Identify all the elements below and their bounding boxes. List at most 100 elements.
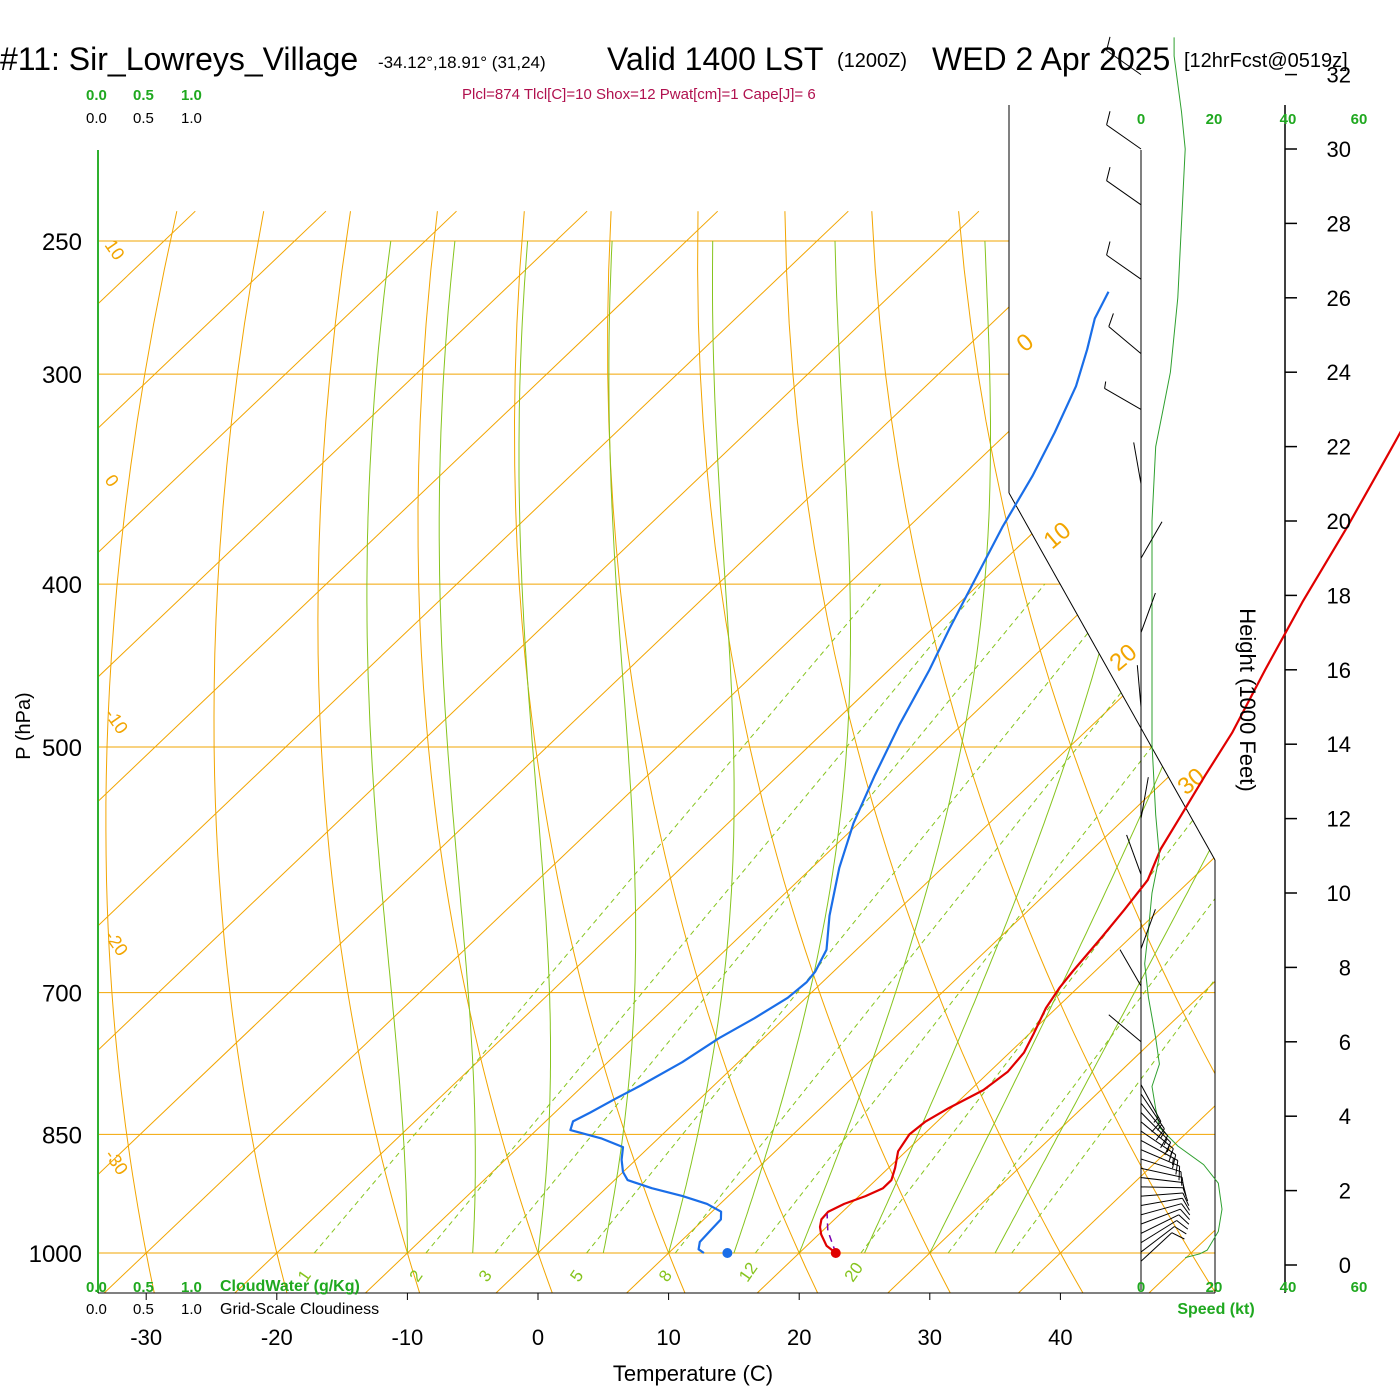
height-tick-label: 12 bbox=[1327, 807, 1351, 832]
isotherm-line bbox=[98, 210, 980, 1293]
wind-barb bbox=[1140, 777, 1149, 819]
zulu-time: (1200Z) bbox=[837, 50, 907, 72]
potential-temperature-label: 10 bbox=[101, 236, 129, 264]
x-tick-label: 30 bbox=[918, 1325, 942, 1350]
wind-barb-staff bbox=[1140, 1197, 1183, 1206]
wind-barb-flag bbox=[1172, 1158, 1174, 1166]
height-tick-label: 0 bbox=[1339, 1253, 1351, 1278]
pressure-tick-label: 1000 bbox=[29, 1241, 82, 1268]
cloudiness-label: Grid-Scale Cloudiness bbox=[220, 1301, 379, 1318]
speed-tick-top: 40 bbox=[1280, 111, 1297, 128]
pressure-tick-label: 300 bbox=[42, 362, 82, 389]
wind-barb-flag bbox=[1153, 1116, 1159, 1123]
isotherm-line bbox=[98, 210, 849, 1293]
isotherm-line bbox=[986, 210, 1215, 1293]
cloudwater-label: CloudWater (g/Kg) bbox=[220, 1278, 360, 1295]
wind-barb-flag bbox=[1151, 1121, 1162, 1133]
wind-barb-flag bbox=[1160, 1135, 1169, 1149]
valid-date: WED 2 Apr 2025 bbox=[932, 41, 1170, 77]
wind-barb bbox=[1133, 442, 1142, 484]
wind-barb-staff bbox=[1140, 1167, 1183, 1178]
wind-barb bbox=[1140, 1192, 1190, 1206]
x-tick-label: 0 bbox=[532, 1325, 544, 1350]
dry-adiabat-line bbox=[317, 211, 430, 1293]
wind-barb-flag bbox=[1181, 1177, 1185, 1192]
moist-adiabat-line bbox=[929, 240, 1215, 1254]
wind-barb-staff bbox=[1104, 387, 1142, 410]
wind-barb-flag bbox=[1163, 1138, 1168, 1146]
height-tick-label: 8 bbox=[1339, 955, 1351, 980]
wind-barb bbox=[1104, 381, 1142, 410]
potential-temperature-label: 0 bbox=[101, 471, 123, 491]
x-tick-label: 10 bbox=[656, 1325, 680, 1350]
wind-barb-flag bbox=[1108, 313, 1114, 327]
mixing-ratio-label: 8 bbox=[655, 1267, 676, 1286]
wind-barb-staff bbox=[1140, 1220, 1177, 1244]
wind-barb-staff bbox=[1140, 1177, 1183, 1183]
mixing-ratio-line bbox=[586, 583, 1128, 1254]
dry-adiabat-line bbox=[871, 211, 1215, 1293]
wind-barb-staff bbox=[1108, 326, 1142, 354]
wind-barb bbox=[1108, 1014, 1142, 1043]
dry-adiabat-line bbox=[1131, 211, 1215, 1293]
wind-barb-staff bbox=[1140, 909, 1156, 949]
wind-barb-staff bbox=[1126, 834, 1142, 875]
wind-barb bbox=[1140, 592, 1156, 633]
cloud-tick-black-bottom: 0.5 bbox=[133, 1301, 154, 1318]
wind-barb-flag bbox=[1175, 1160, 1179, 1175]
height-tick-label: 18 bbox=[1327, 583, 1351, 608]
mixing-ratio-label: 5 bbox=[566, 1267, 587, 1286]
cloud-tick-black-bottom: 1.0 bbox=[181, 1301, 202, 1318]
wind-barb-staff bbox=[1140, 1102, 1168, 1137]
wind-barb-staff bbox=[1119, 949, 1142, 987]
x-tick-label: 40 bbox=[1048, 1325, 1072, 1350]
wind-barb-staff bbox=[1140, 1139, 1179, 1161]
isotherm-label: 10 bbox=[1039, 517, 1077, 555]
isotherm-line bbox=[464, 210, 1215, 1293]
moist-adiabat-line bbox=[798, 240, 991, 1254]
speed-tick-top: 20 bbox=[1206, 111, 1223, 128]
isotherm-line bbox=[725, 210, 1215, 1293]
mixing-ratio-label: 20 bbox=[841, 1259, 867, 1285]
wind-barb-staff bbox=[1140, 1084, 1162, 1122]
wind-barb bbox=[1140, 1084, 1162, 1133]
moist-adiabats bbox=[366, 240, 1215, 1254]
wind-barb-flag bbox=[1172, 1154, 1177, 1169]
isobars bbox=[98, 240, 1215, 1254]
mixing-ratio-lines bbox=[313, 583, 1215, 1254]
wind-barb bbox=[1140, 1093, 1165, 1141]
wind-barb-flag bbox=[1164, 1142, 1172, 1156]
cloud-tick-black-top: 1.0 bbox=[181, 110, 202, 127]
wind-barb-flag bbox=[1155, 1128, 1165, 1141]
valid-time: Valid 1400 LST bbox=[607, 41, 823, 77]
axis-titles: Temperature (C) P (hPa) Height (1000 Fee… bbox=[13, 608, 1260, 1386]
height-tick-label: 4 bbox=[1339, 1104, 1351, 1129]
wind-barb-staff bbox=[1140, 1186, 1184, 1189]
wind-barb bbox=[1106, 166, 1142, 206]
isotherm-line bbox=[98, 210, 1110, 1293]
wind-barb-staff bbox=[1106, 124, 1142, 150]
title-block: #11: Sir_Lowreys_Village -34.12°,18.91° … bbox=[0, 41, 1348, 103]
pressure-tick-label: 700 bbox=[42, 981, 82, 1008]
wind-barb-flag bbox=[1182, 1192, 1190, 1206]
wind-barb bbox=[1140, 1197, 1190, 1211]
wind-barb-staff bbox=[1136, 665, 1142, 708]
cloud-tick-green-top: 1.0 bbox=[181, 87, 202, 104]
wind-barb-staff bbox=[1140, 1214, 1179, 1234]
mixing-ratio-line bbox=[947, 583, 1215, 1254]
speed-tick-top: 0 bbox=[1137, 111, 1145, 128]
mixing-ratio-line bbox=[674, 583, 1208, 1254]
wind-barb bbox=[1106, 241, 1142, 280]
wind-barb-staff bbox=[1108, 1014, 1142, 1043]
pressure-tick-label: 250 bbox=[42, 229, 82, 256]
indices-line: Plcl=874 Tlcl[C]=10 Shox=12 Pwat[cm]=1 C… bbox=[462, 86, 816, 103]
isotherm-line bbox=[98, 210, 1215, 1293]
wind-barb bbox=[1140, 521, 1163, 559]
wind-barb bbox=[1140, 909, 1156, 949]
temperature-line bbox=[818, 430, 1400, 1254]
dry-adiabat-line bbox=[213, 211, 296, 1293]
wind-barb bbox=[1108, 313, 1142, 354]
wind-barb-staff bbox=[1140, 777, 1149, 819]
wind-barb bbox=[1140, 1158, 1183, 1186]
cloud-tick-green-top: 0.0 bbox=[86, 87, 107, 104]
